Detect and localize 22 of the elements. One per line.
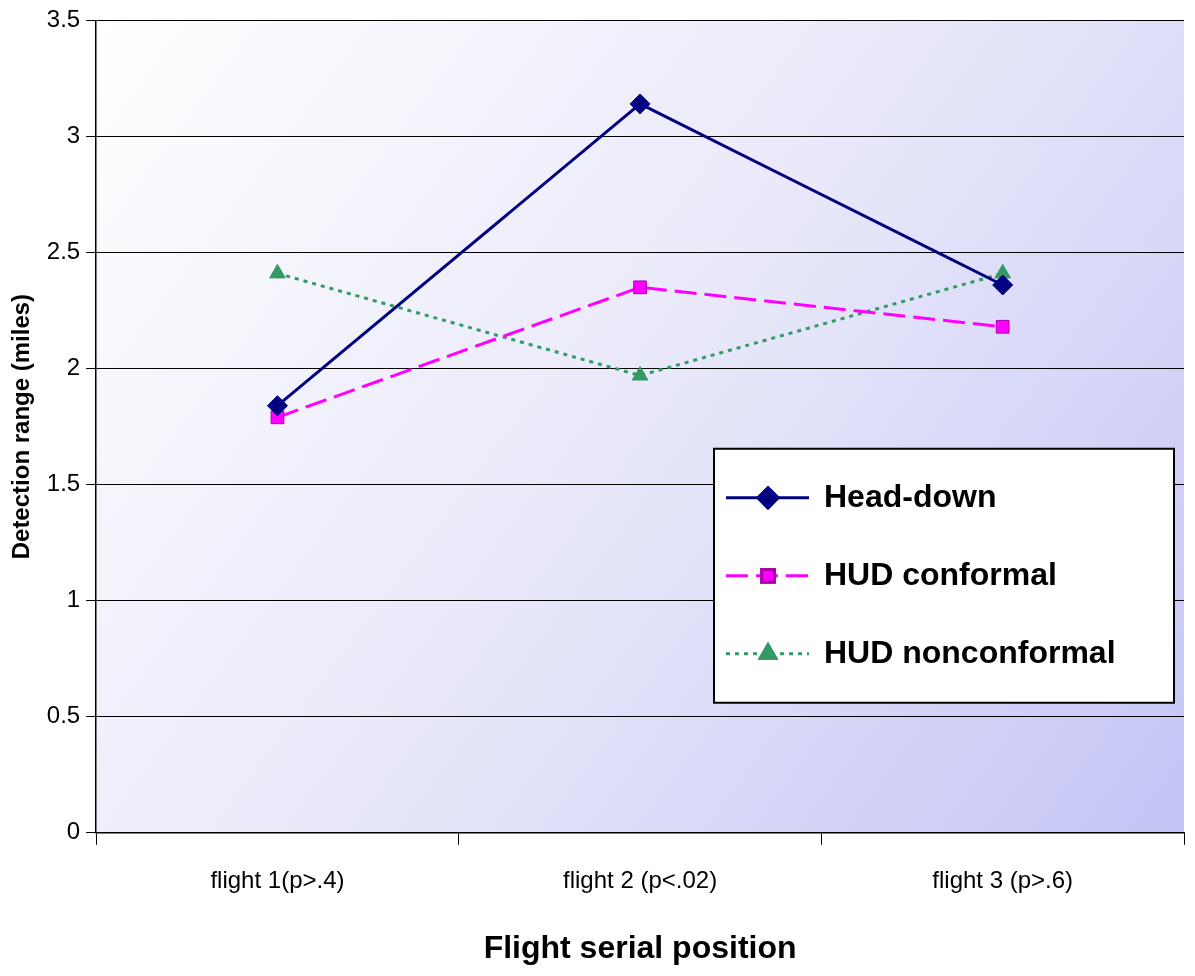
point <box>631 366 649 381</box>
point <box>629 93 651 115</box>
y-tick-label: 1 <box>66 585 81 613</box>
point <box>633 280 647 295</box>
x-tick-label: flight 2 (p<.02) <box>563 865 718 893</box>
y-tick-label: 0 <box>66 817 81 845</box>
y-tick-label: 1.5 <box>46 469 81 497</box>
y-tick-label: 0.5 <box>46 701 81 729</box>
x-tick-label: flight 1(p>.4) <box>210 865 345 893</box>
point <box>266 395 288 417</box>
point <box>995 319 1010 334</box>
y-tick-label: 3 <box>66 121 81 149</box>
y-axis-title: Detection range (miles) <box>7 293 35 560</box>
legend-label: Head-down <box>824 477 997 514</box>
y-tick-label: 3.5 <box>46 5 81 33</box>
point <box>992 274 1014 296</box>
legend-label: HUD conformal <box>824 555 1057 592</box>
legend-label: HUD nonconformal <box>824 633 1116 670</box>
x-axis-title: Flight serial position <box>483 928 797 965</box>
x-tick-label: flight 3 (p>.6) <box>932 865 1074 893</box>
y-tick-label: 2 <box>66 353 81 381</box>
y-tick-label: 2.5 <box>46 237 81 265</box>
